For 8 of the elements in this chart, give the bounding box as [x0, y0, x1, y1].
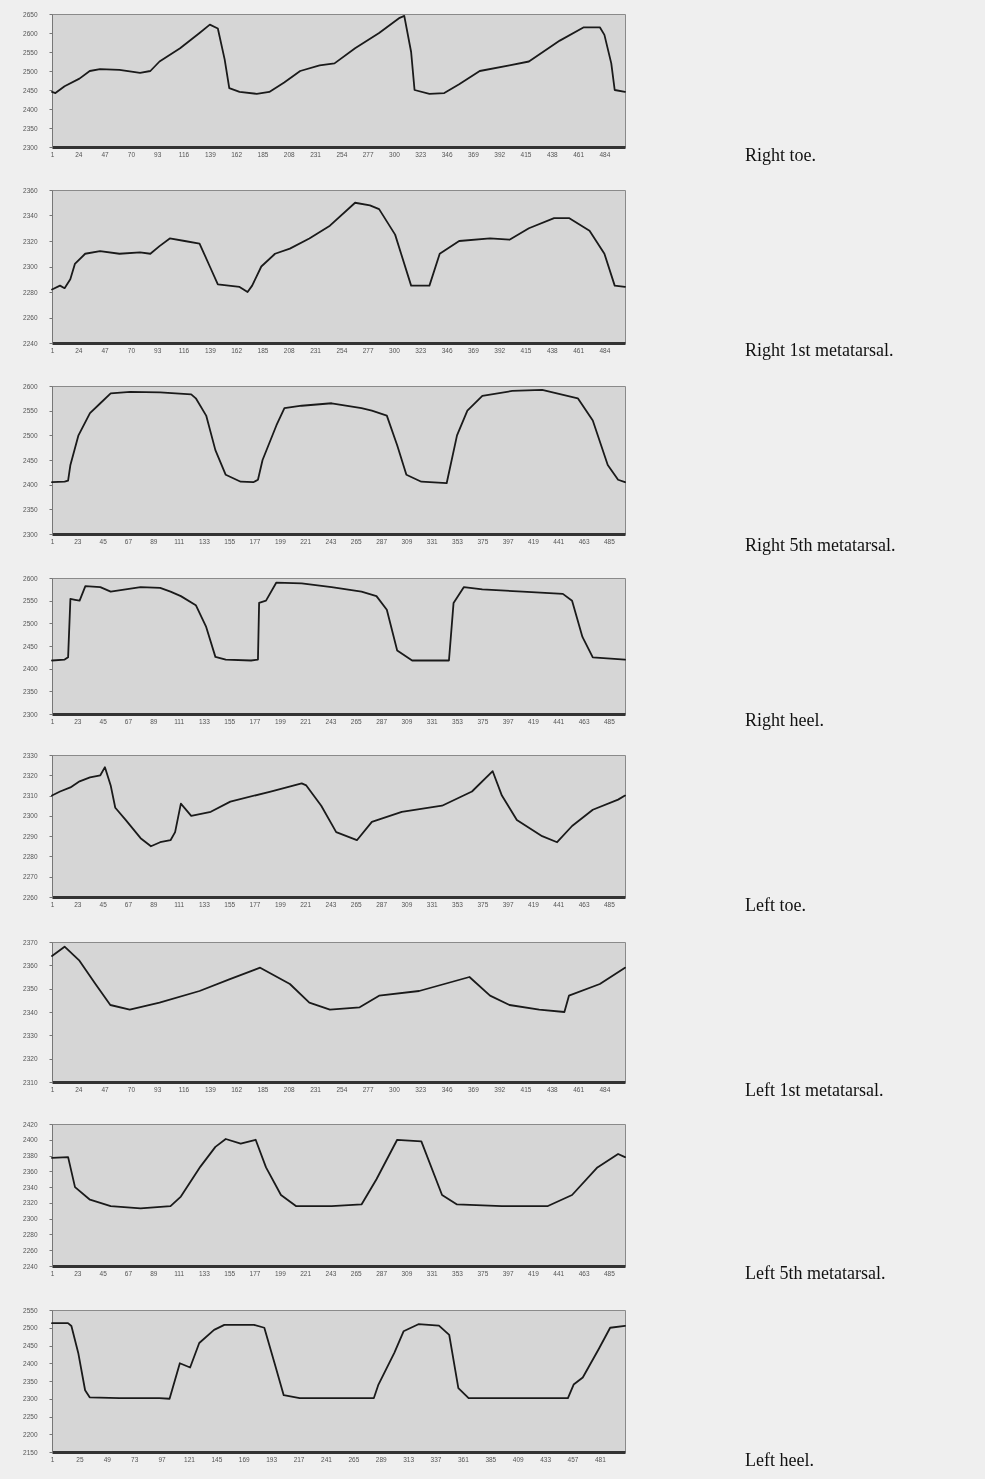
text: Right toe.	[745, 144, 816, 165]
text: Left heel.	[745, 1449, 814, 1470]
text: Right heel.	[745, 709, 824, 730]
text: Left 1st metatarsal.	[745, 1079, 884, 1100]
text: Left toe.	[745, 894, 806, 915]
text: Right 5th metatarsal.	[745, 534, 896, 555]
text: Right 1st metatarsal.	[745, 339, 894, 360]
text: Left 5th metatarsal.	[745, 1262, 886, 1283]
